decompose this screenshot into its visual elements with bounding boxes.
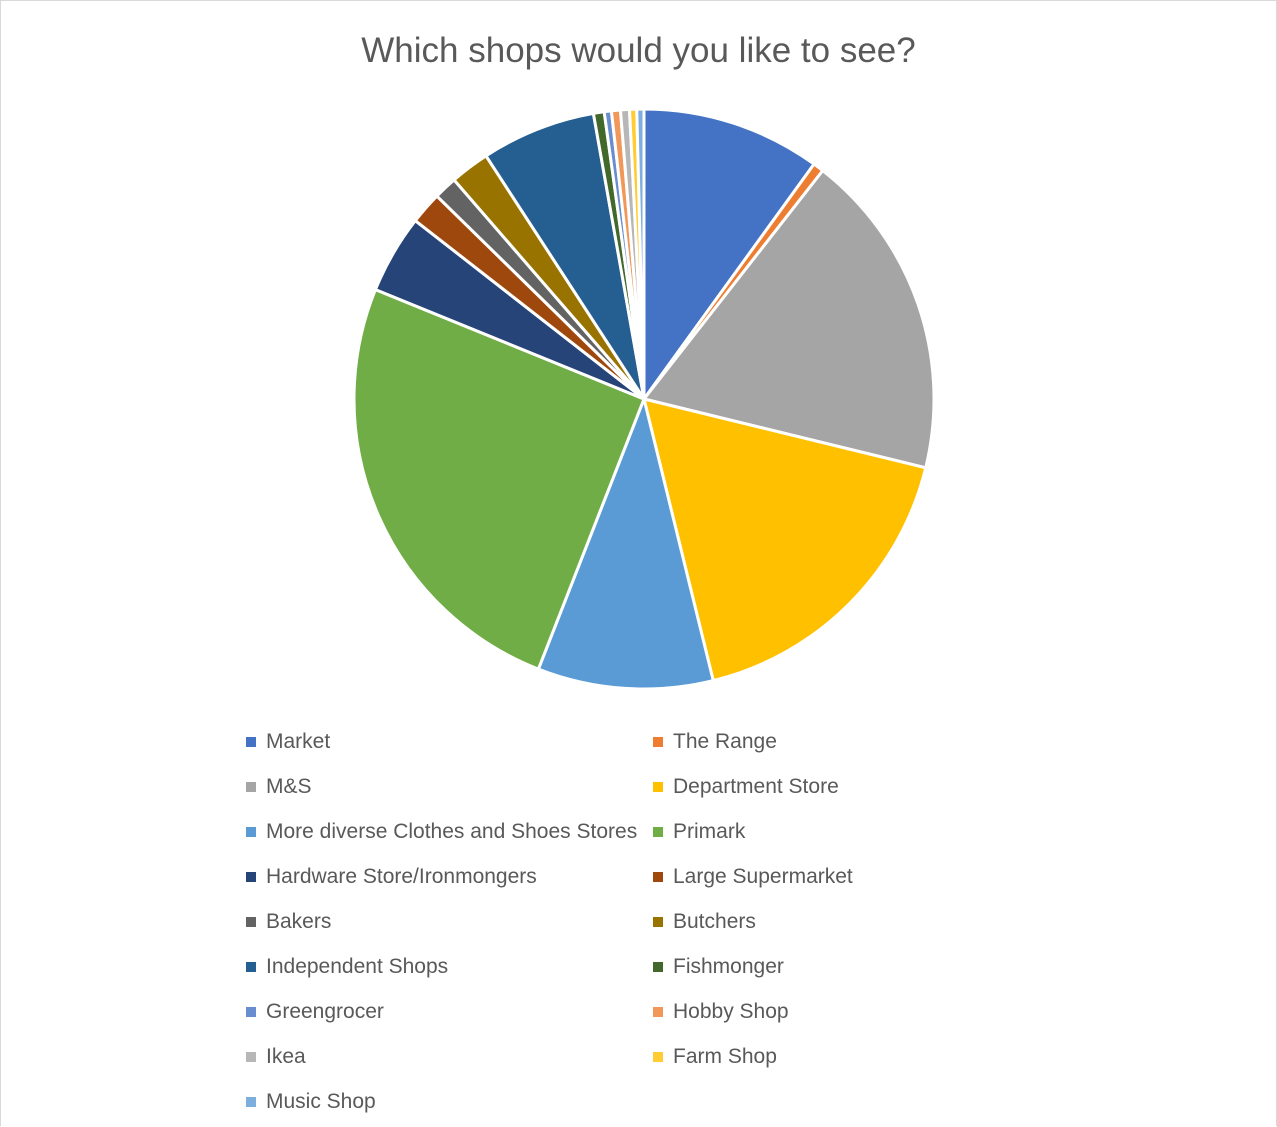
legend-swatch [246, 1097, 256, 1107]
pie-slice-primark [352, 288, 646, 671]
legend-label: More diverse Clothes and Shoes Stores [266, 820, 638, 843]
legend-swatch [653, 917, 663, 927]
legend-swatch [653, 737, 663, 747]
legend-label: Large Supermarket [673, 865, 853, 888]
legend-item-market: Market [246, 727, 330, 757]
legend-swatch [246, 872, 256, 882]
legend-item-hobby-shop: Hobby Shop [653, 997, 789, 1027]
legend-item-farm-shop: Farm Shop [653, 1042, 777, 1072]
legend-label: Greengrocer [266, 1000, 384, 1023]
pie-slice-more-diverse-clothes-and-shoes-stores [536, 397, 715, 691]
legend-label: Primark [673, 820, 746, 843]
legend-item-department-store: Department Store [653, 772, 839, 802]
legend-label: Hardware Store/Ironmongers [266, 865, 537, 888]
legend-label: Ikea [266, 1045, 306, 1068]
legend-swatch [653, 872, 663, 882]
legend-label: Butchers [673, 910, 756, 933]
legend-item-more-diverse-clothes-and-shoes-stores: More diverse Clothes and Shoes Stores [246, 817, 637, 847]
legend-item-hardware-store-ironmongers: Hardware Store/Ironmongers [246, 862, 537, 892]
pie-slice-independent-shops [484, 111, 646, 401]
legend-item-butchers: Butchers [653, 907, 756, 937]
legend-item-bakers: Bakers [246, 907, 331, 937]
legend-item-greengrocer: Greengrocer [246, 997, 384, 1027]
legend-swatch [653, 1007, 663, 1017]
legend-item-independent-shops: Independent Shops [246, 952, 448, 982]
legend-swatch [653, 827, 663, 837]
legend-label: Independent Shops [266, 955, 449, 978]
pie-slice-department-store [642, 397, 928, 683]
legend-swatch [246, 1052, 256, 1062]
legend-item-primark: Primark [653, 817, 745, 847]
legend-label: Fishmonger [673, 955, 784, 978]
chart-title: Which shops would you like to see? [361, 31, 916, 70]
legend-swatch [246, 917, 256, 927]
legend-swatch [246, 782, 256, 792]
pie-slice-market [642, 107, 816, 401]
pie-slice-music-shop [635, 107, 646, 401]
legend-swatch [653, 1052, 663, 1062]
legend-label: Bakers [266, 910, 332, 933]
legend-item-m-s: M&S [246, 772, 312, 802]
legend-label: Farm Shop [673, 1045, 777, 1068]
legend-label: M&S [266, 775, 312, 798]
legend-item-the-range: The Range [653, 727, 777, 757]
legend-swatch [246, 737, 256, 747]
legend-item-music-shop: Music Shop [246, 1087, 376, 1117]
legend-item-ikea: Ikea [246, 1042, 306, 1072]
legend-label: Department Store [673, 775, 839, 798]
legend-swatch [653, 782, 663, 792]
legend-item-large-supermarket: Large Supermarket [653, 862, 853, 892]
legend-swatch [246, 827, 256, 837]
legend-swatch [246, 1007, 256, 1017]
legend-item-fishmonger: Fishmonger [653, 952, 784, 982]
legend-swatch [246, 962, 256, 972]
legend-label: The Range [673, 730, 777, 753]
legend-label: Hobby Shop [673, 1000, 789, 1023]
legend-label: Market [266, 730, 331, 753]
legend-swatch [653, 962, 663, 972]
legend-label: Music Shop [266, 1090, 376, 1113]
pie-slice-m-s [642, 169, 936, 470]
